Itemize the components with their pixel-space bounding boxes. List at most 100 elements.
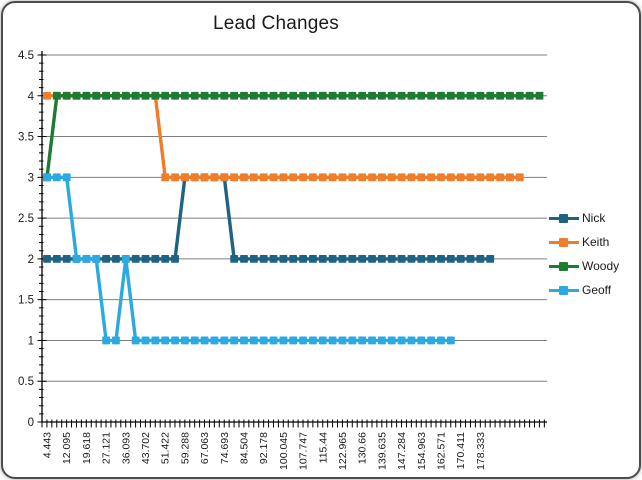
data-point-marker	[131, 254, 140, 263]
data-point-marker	[210, 91, 219, 100]
data-point-marker	[407, 254, 416, 263]
data-point-marker	[456, 173, 465, 182]
x-tick-label: 154.963	[416, 432, 428, 470]
chart-title: Lead Changes	[212, 13, 339, 34]
data-point-marker	[181, 173, 189, 182]
data-point-marker	[249, 173, 258, 182]
data-point-marker	[348, 173, 357, 182]
data-point-marker	[446, 91, 455, 100]
data-point-marker	[318, 254, 327, 263]
data-point-marker	[279, 173, 288, 182]
y-tick-label: 2.5	[18, 213, 34, 225]
data-point-marker	[397, 91, 406, 100]
data-point-marker	[82, 91, 91, 100]
legend-marker-icon	[549, 259, 579, 273]
data-point-marker	[230, 173, 239, 182]
data-point-marker	[309, 91, 317, 100]
data-point-marker	[348, 254, 357, 263]
data-point-marker	[427, 336, 436, 345]
data-point-marker	[151, 91, 160, 100]
data-point-marker	[496, 173, 504, 182]
y-tick-label: 0.5	[18, 376, 34, 388]
data-point-marker	[387, 173, 396, 182]
data-point-marker	[181, 336, 189, 345]
data-point-marker	[141, 254, 150, 263]
data-point-marker	[151, 254, 160, 263]
data-point-marker	[259, 254, 268, 263]
x-tick-label: 107.747	[298, 432, 310, 470]
data-point-marker	[52, 173, 61, 182]
legend-item-woody: Woody	[549, 259, 635, 273]
data-point-marker	[368, 336, 376, 345]
data-point-marker	[397, 336, 406, 345]
data-point-marker	[456, 254, 465, 263]
x-tick-label: 19.618	[81, 432, 93, 464]
x-tick-label: 4.443	[42, 432, 54, 458]
legend-item-nick: Nick	[549, 211, 635, 225]
data-point-marker	[289, 254, 298, 263]
data-point-marker	[52, 91, 61, 100]
data-point-marker	[309, 336, 317, 345]
data-point-marker	[387, 336, 396, 345]
x-tick-label: 27.121	[101, 432, 113, 464]
legend-label: Keith	[582, 235, 610, 249]
y-tick-label: 2	[28, 254, 34, 266]
data-point-marker	[338, 254, 347, 263]
data-point-marker	[62, 254, 71, 263]
legend-marker-icon	[549, 283, 579, 297]
data-point-marker	[259, 336, 268, 345]
data-point-marker	[279, 91, 288, 100]
data-point-marker	[318, 336, 327, 345]
data-point-marker	[112, 91, 120, 100]
data-point-marker	[476, 91, 485, 100]
data-point-marker	[299, 336, 307, 345]
data-point-marker	[358, 173, 367, 182]
data-point-marker	[131, 91, 140, 100]
data-point-marker	[269, 336, 278, 345]
data-point-marker	[171, 173, 179, 182]
data-point-marker	[515, 91, 524, 100]
data-point-marker	[476, 254, 485, 263]
data-point-marker	[328, 336, 337, 345]
data-point-marker	[446, 254, 455, 263]
data-point-marker	[43, 173, 51, 182]
data-point-marker	[240, 173, 248, 182]
legend-item-geoff: Geoff	[549, 283, 635, 297]
x-tick-label: 139.635	[376, 432, 388, 470]
data-point-marker	[437, 173, 445, 182]
data-point-marker	[456, 91, 465, 100]
data-point-marker	[387, 254, 396, 263]
data-point-marker	[427, 254, 436, 263]
data-point-marker	[309, 173, 317, 182]
y-tick-label: 3	[28, 172, 34, 184]
y-tick-label: 4.5	[18, 50, 34, 62]
data-point-marker	[259, 173, 268, 182]
y-tick-label: 1.5	[18, 295, 34, 307]
data-point-marker	[407, 91, 416, 100]
data-point-marker	[466, 254, 475, 263]
data-point-marker	[279, 336, 288, 345]
x-tick-label: 122.965	[337, 432, 349, 470]
data-point-marker	[190, 173, 199, 182]
x-tick-label: 51.422	[160, 432, 172, 464]
data-point-marker	[338, 91, 347, 100]
data-point-marker	[259, 91, 268, 100]
data-point-marker	[102, 336, 110, 345]
data-point-marker	[43, 91, 51, 100]
data-point-marker	[318, 91, 327, 100]
x-tick-label: 84.504	[239, 432, 251, 464]
data-point-marker	[437, 91, 445, 100]
data-point-marker	[240, 91, 248, 100]
data-point-marker	[112, 254, 120, 263]
data-point-marker	[62, 173, 71, 182]
data-point-marker	[200, 336, 209, 345]
data-point-marker	[299, 173, 307, 182]
x-tick-label: 74.693	[219, 432, 231, 464]
data-point-marker	[161, 173, 170, 182]
data-point-marker	[328, 91, 337, 100]
data-point-marker	[466, 173, 475, 182]
legend-marker-icon	[549, 235, 579, 249]
x-tick-label: 115.44	[317, 432, 329, 463]
